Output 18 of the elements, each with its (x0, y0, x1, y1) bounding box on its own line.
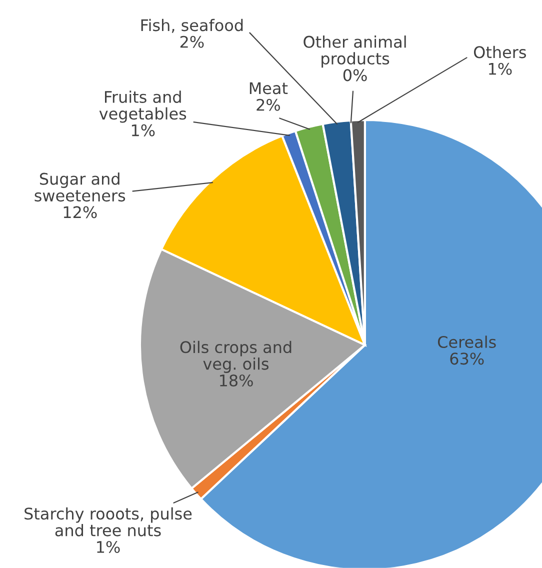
data-label: 12% (64, 206, 97, 218)
data-label: 63% (450, 352, 484, 365)
data-label: 1% (489, 62, 512, 75)
slice-label: Fruits and vegetables (99, 90, 186, 123)
slice-label: Cereals (438, 336, 496, 348)
slice-label: Oils crops and veg. oils (180, 340, 292, 373)
slice-label: Sugar and sweeteners (34, 172, 126, 202)
data-label: 1% (132, 124, 155, 136)
data-label: 2% (256, 98, 280, 111)
data-label: 2% (180, 36, 204, 48)
slice-label: Others (474, 46, 526, 58)
slice-label: Fish, seafood (141, 18, 243, 33)
data-label: 18% (220, 374, 253, 387)
category-label: Other animal products (304, 36, 406, 68)
text: 0% (343, 69, 367, 82)
slice-label: Starchy rooots, pulse and tree nuts (24, 507, 192, 536)
data-label: 1% (97, 540, 120, 554)
slice-label: Meat (250, 82, 288, 94)
